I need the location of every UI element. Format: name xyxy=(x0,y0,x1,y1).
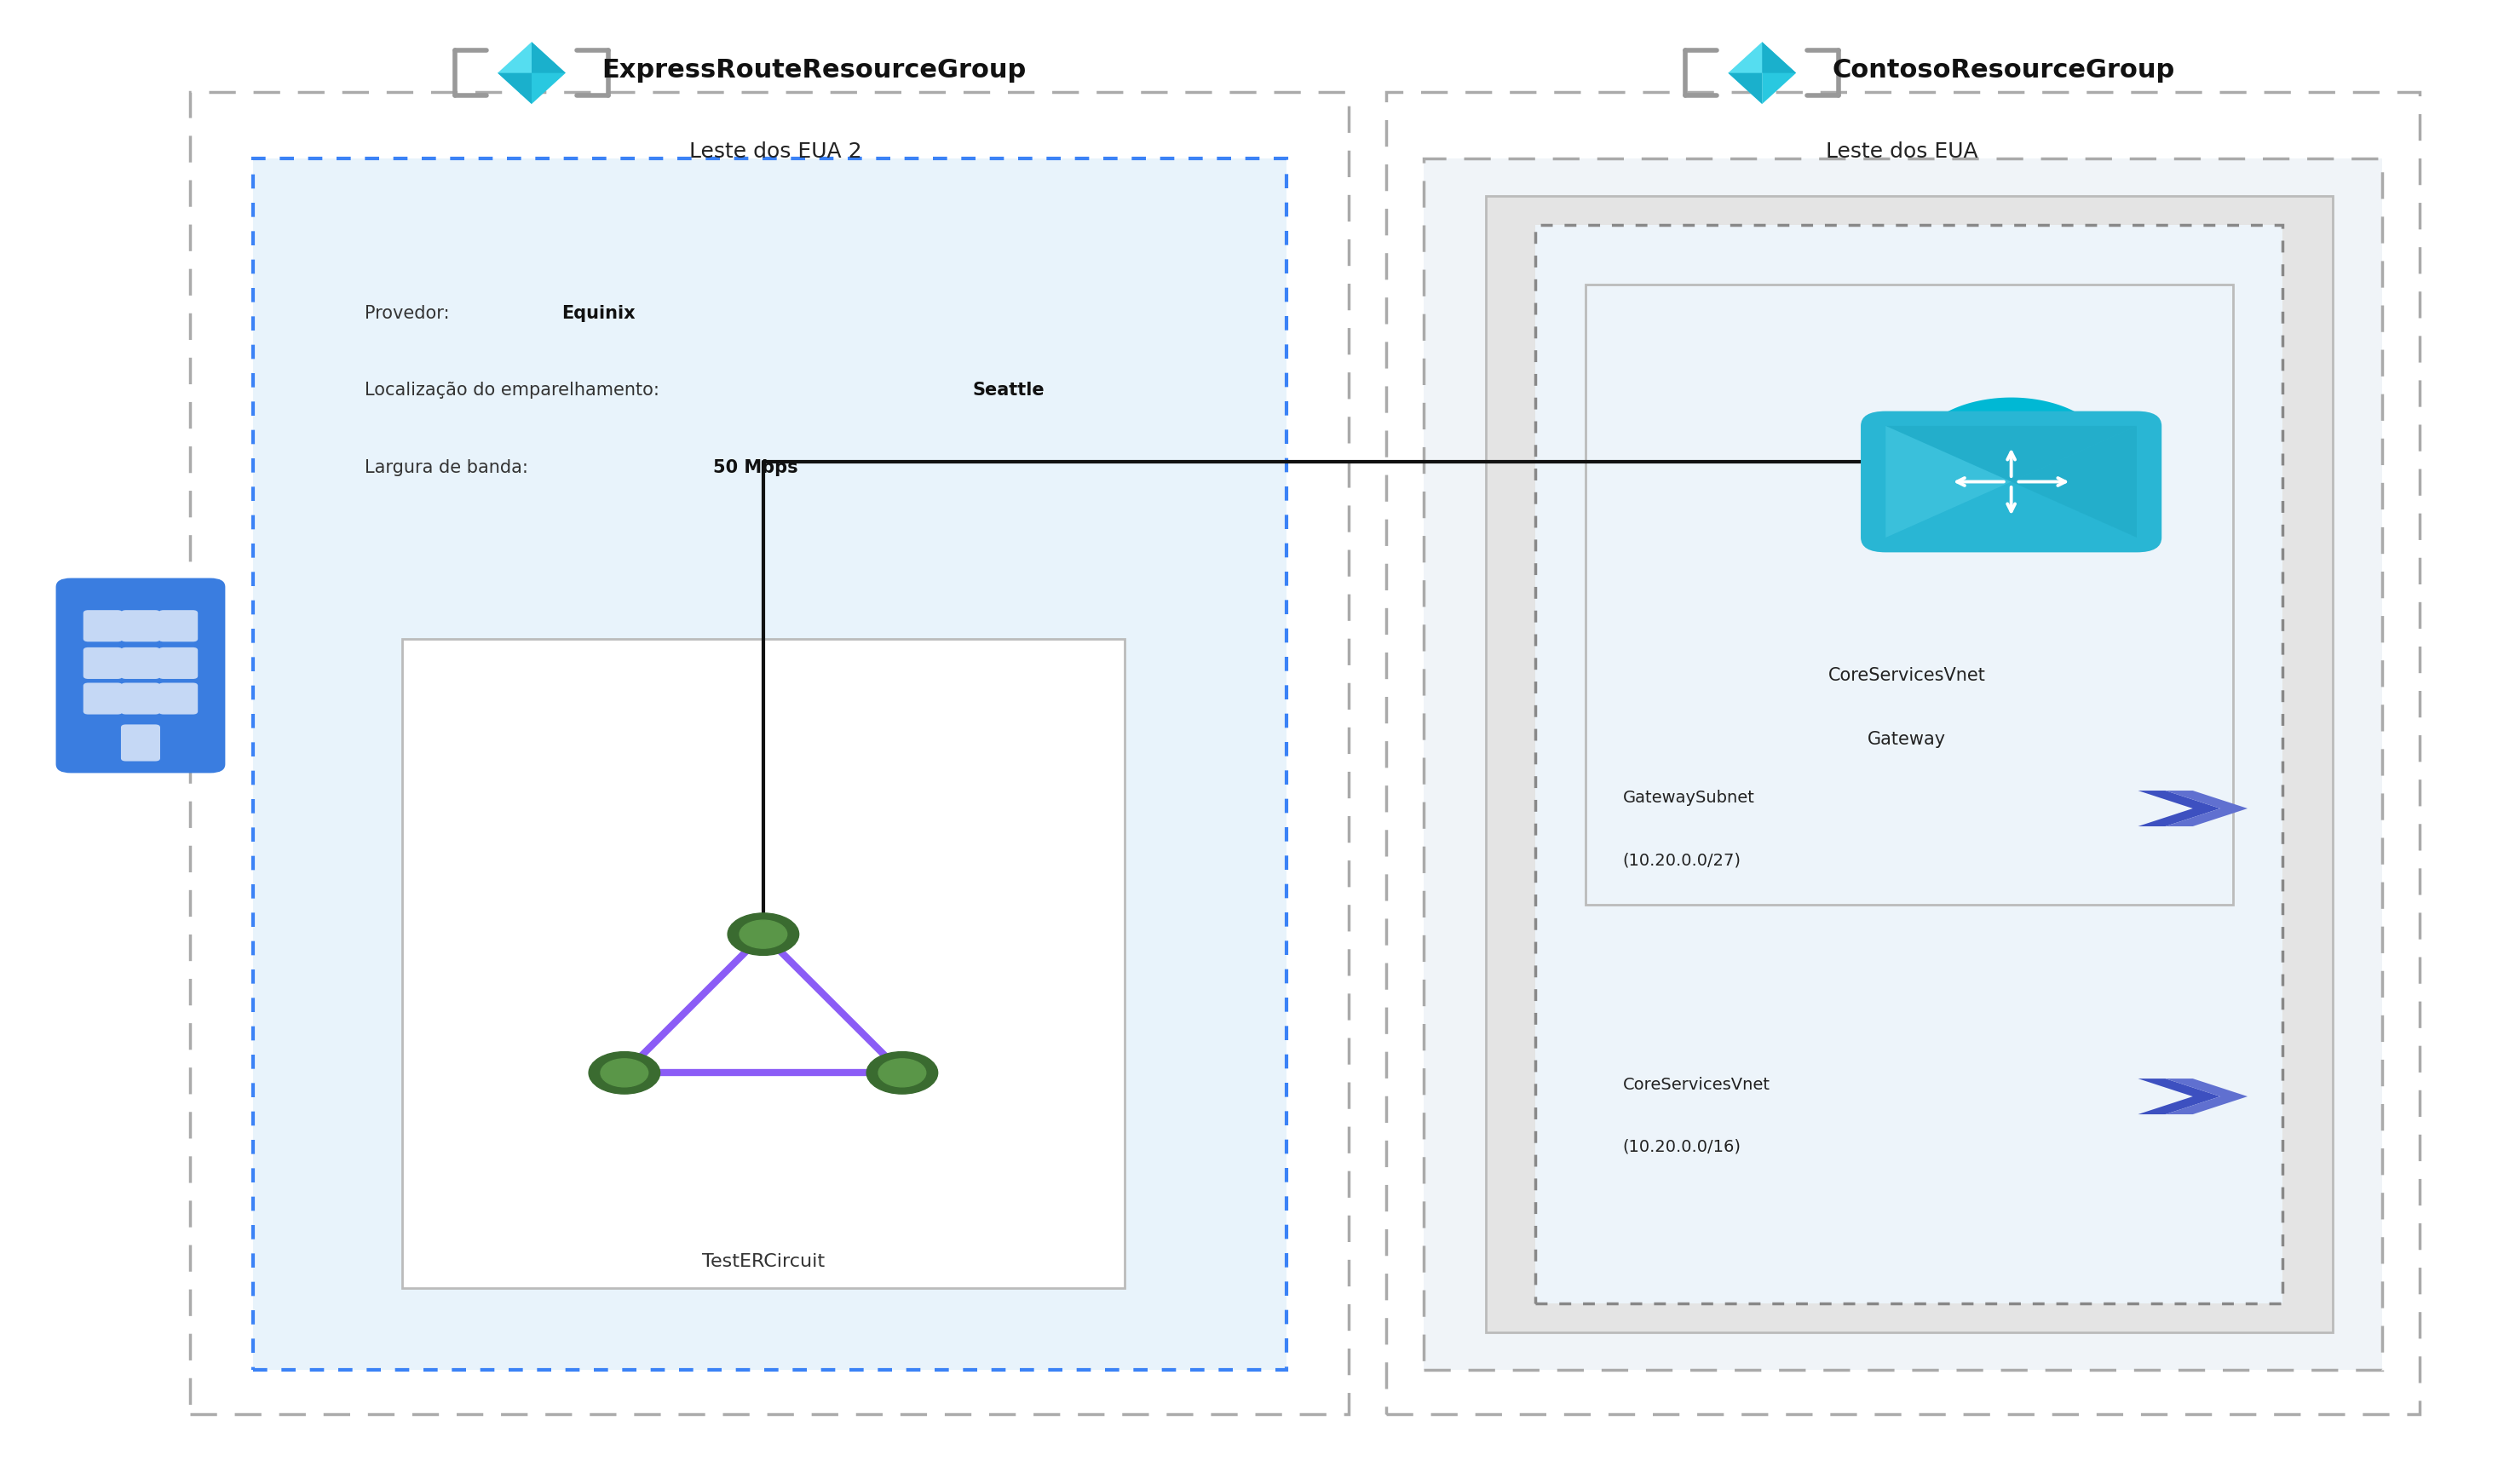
Circle shape xyxy=(739,920,787,948)
Text: (10.20.0.0/27): (10.20.0.0/27) xyxy=(1624,852,1741,868)
Circle shape xyxy=(867,1052,937,1094)
Polygon shape xyxy=(1729,42,1761,104)
Bar xyxy=(1486,196,2333,1333)
Polygon shape xyxy=(1913,398,2108,456)
Bar xyxy=(1536,226,2283,1303)
Circle shape xyxy=(727,913,799,956)
Bar xyxy=(1386,92,2421,1414)
Bar xyxy=(252,159,1286,1370)
Text: (10.20.0.0/16): (10.20.0.0/16) xyxy=(1624,1138,1741,1155)
FancyBboxPatch shape xyxy=(157,683,197,714)
FancyBboxPatch shape xyxy=(55,579,225,773)
Circle shape xyxy=(879,1058,927,1086)
Polygon shape xyxy=(2138,1079,2221,1114)
Polygon shape xyxy=(1729,73,1761,104)
Polygon shape xyxy=(2166,791,2248,827)
Polygon shape xyxy=(497,73,532,104)
FancyBboxPatch shape xyxy=(157,610,197,641)
Bar xyxy=(190,92,1349,1414)
Text: Equinix: Equinix xyxy=(562,306,634,322)
Text: ContosoResourceGroup: ContosoResourceGroup xyxy=(1831,58,2176,83)
FancyBboxPatch shape xyxy=(1861,411,2161,552)
Text: CoreServicesVnet: CoreServicesVnet xyxy=(1624,1076,1771,1092)
FancyBboxPatch shape xyxy=(120,647,160,680)
Bar xyxy=(1424,159,2383,1370)
Text: 50 Mbps: 50 Mbps xyxy=(714,459,799,476)
FancyBboxPatch shape xyxy=(82,647,122,680)
Polygon shape xyxy=(1761,42,1796,104)
Polygon shape xyxy=(1886,426,2136,482)
Polygon shape xyxy=(1958,423,2066,456)
FancyBboxPatch shape xyxy=(120,683,160,714)
Text: GatewaySubnet: GatewaySubnet xyxy=(1624,789,1754,806)
Polygon shape xyxy=(1886,426,2011,537)
Text: TestERCircuit: TestERCircuit xyxy=(702,1254,824,1270)
Bar xyxy=(252,159,1286,1370)
FancyBboxPatch shape xyxy=(82,610,122,641)
Polygon shape xyxy=(2166,1079,2248,1114)
Circle shape xyxy=(600,1058,647,1086)
Text: Provedor:: Provedor: xyxy=(365,306,455,322)
Bar xyxy=(1586,283,2233,904)
Text: Leste dos EUA 2: Leste dos EUA 2 xyxy=(689,141,862,162)
Text: Gateway: Gateway xyxy=(1869,730,1946,748)
Polygon shape xyxy=(1761,42,1796,73)
Bar xyxy=(402,638,1124,1288)
FancyBboxPatch shape xyxy=(157,647,197,680)
Polygon shape xyxy=(2011,426,2136,537)
Circle shape xyxy=(590,1052,659,1094)
FancyBboxPatch shape xyxy=(82,683,122,714)
FancyBboxPatch shape xyxy=(120,610,160,641)
Polygon shape xyxy=(497,42,532,104)
Polygon shape xyxy=(2138,791,2221,827)
Text: CoreServicesVnet: CoreServicesVnet xyxy=(1829,666,1986,684)
FancyBboxPatch shape xyxy=(120,724,160,761)
Polygon shape xyxy=(532,42,565,104)
Text: Seattle: Seattle xyxy=(972,381,1044,399)
Polygon shape xyxy=(532,42,565,73)
Text: Localização do emparelhamento:: Localização do emparelhamento: xyxy=(365,381,664,399)
Bar xyxy=(1424,159,2383,1370)
Text: Leste dos EUA: Leste dos EUA xyxy=(1826,141,1978,162)
Text: Largura de banda:: Largura de banda: xyxy=(365,459,535,476)
Text: ExpressRouteResourceGroup: ExpressRouteResourceGroup xyxy=(602,58,1027,83)
Bar xyxy=(1536,226,2283,1303)
